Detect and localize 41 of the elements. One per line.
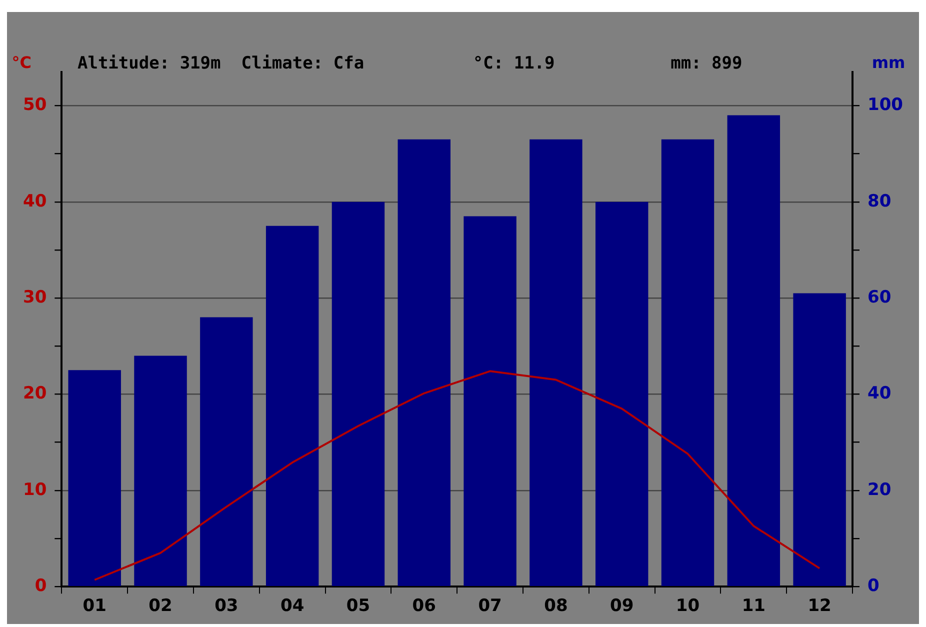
y2-tick-label: 20 bbox=[868, 480, 892, 500]
annotation: mm: 899 bbox=[670, 53, 742, 74]
y-tick-label: 0 bbox=[34, 576, 47, 596]
x-tick-label: 03 bbox=[214, 596, 238, 616]
bar bbox=[200, 317, 253, 586]
x-tick-label: 12 bbox=[808, 596, 832, 616]
bar bbox=[68, 370, 121, 586]
y-tick-label: 30 bbox=[22, 287, 47, 308]
y2-tick-label: 0 bbox=[868, 576, 880, 596]
x-tick-label: 05 bbox=[346, 596, 370, 616]
annotation: °C: 11.9 bbox=[472, 53, 555, 74]
x-tick-label: 08 bbox=[544, 596, 568, 616]
y2-tick-label: 40 bbox=[868, 384, 892, 404]
y2-tick-label: 60 bbox=[868, 287, 892, 308]
x-tick-label: 06 bbox=[412, 596, 436, 616]
bar bbox=[266, 226, 319, 586]
x-tick-label: 10 bbox=[676, 596, 700, 616]
y-tick-label: 50 bbox=[22, 95, 47, 116]
y2-tick-label: 100 bbox=[868, 95, 904, 116]
bar bbox=[134, 356, 187, 586]
bar bbox=[727, 115, 780, 586]
x-tick-label: 02 bbox=[148, 596, 172, 616]
bar bbox=[398, 139, 450, 586]
y-tick-label: 40 bbox=[22, 191, 47, 212]
y-tick-label: 20 bbox=[22, 384, 47, 404]
bar bbox=[530, 139, 582, 586]
bar bbox=[595, 202, 648, 586]
y-axis-title: °C bbox=[12, 53, 32, 72]
x-tick-label: 04 bbox=[280, 596, 304, 616]
x-tick-label: 01 bbox=[82, 596, 106, 616]
annotation: Altitude: 319m Climate: Cfa bbox=[77, 53, 364, 74]
x-tick-label: 11 bbox=[742, 596, 766, 616]
x-tick-label: 09 bbox=[610, 596, 634, 616]
bar bbox=[661, 139, 714, 586]
y-tick-label: 10 bbox=[22, 480, 47, 500]
bar bbox=[793, 293, 846, 586]
y2-axis-title: mm bbox=[872, 53, 906, 72]
x-tick-label: 07 bbox=[478, 596, 502, 616]
bar bbox=[332, 202, 385, 586]
bar bbox=[464, 216, 516, 586]
y2-tick-label: 80 bbox=[868, 191, 892, 212]
